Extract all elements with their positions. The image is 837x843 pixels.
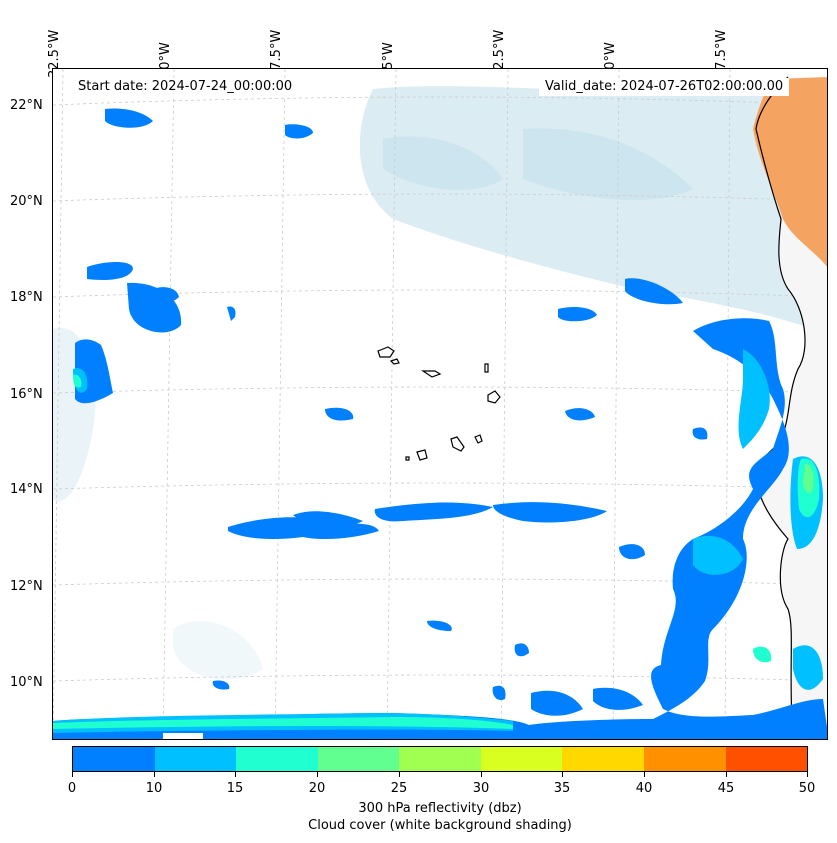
colorbar-tick-label: 50 — [798, 781, 816, 796]
colorbar-tick-label: 35 — [553, 781, 571, 796]
map-canvas — [53, 69, 827, 739]
lat-label-16n: 16°N — [10, 387, 43, 402]
colorbar-tick — [562, 772, 563, 777]
sahara-shading — [753, 77, 827, 267]
map-panel — [52, 68, 828, 740]
colorbar-segment-45-50 — [725, 747, 808, 771]
colorbar-tick — [807, 772, 808, 777]
colorbar-tick-label: 20 — [308, 781, 326, 796]
cape-verde-islands — [377, 346, 501, 461]
colorbar-tick-label: 30 — [472, 781, 490, 796]
colorbar-tick — [72, 772, 73, 777]
colorbar-tick — [481, 772, 482, 777]
colorbar-segment-0-10 — [73, 747, 155, 771]
colorbar — [72, 746, 808, 772]
colorbar-tick-label: 15 — [226, 781, 244, 796]
colorbar-tick-label: 0 — [67, 781, 77, 796]
colorbar-segment-20-25 — [317, 747, 400, 771]
colorbar-tick — [317, 772, 318, 777]
lat-label-22n: 22°N — [10, 98, 43, 113]
colorbar-segment-10-15 — [154, 747, 237, 771]
lat-label-20n: 20°N — [10, 194, 43, 209]
colorbar-tick-label: 40 — [635, 781, 653, 796]
colorbar-segment-15-20 — [236, 747, 318, 771]
colorbar-segment-25-30 — [399, 747, 481, 771]
colorbar-caption-line2: Cloud cover (white background shading) — [308, 818, 572, 833]
colorbar-tick — [644, 772, 645, 777]
lat-label-12n: 12°N — [10, 579, 43, 594]
colorbar-tick-label: 10 — [145, 781, 163, 796]
colorbar-segment-35-40 — [562, 747, 644, 771]
valid-date-label: Valid_date: 2024-07-26T02:00:00.00 — [539, 78, 790, 96]
colorbar-tick — [726, 772, 727, 777]
colorbar-tick-label: 45 — [717, 781, 735, 796]
start-date-label: Start date: 2024-07-24_00:00:00 — [72, 78, 299, 96]
colorbar-tick — [235, 772, 236, 777]
cloud-cover-shading — [53, 86, 813, 680]
lat-label-14n: 14°N — [10, 482, 43, 497]
lat-label-18n: 18°N — [10, 290, 43, 305]
colorbar-caption-line1: 300 hPa reflectivity (dbz) — [358, 801, 522, 816]
colorbar-segment-30-35 — [480, 747, 563, 771]
coastline — [755, 76, 806, 739]
bottom-white-gap — [163, 733, 203, 739]
colorbar-tick-label: 25 — [390, 781, 408, 796]
colorbar-tick — [154, 772, 155, 777]
gridlines — [53, 69, 827, 739]
reflectivity-20-25 — [803, 463, 814, 494]
colorbar-segment-40-45 — [643, 747, 726, 771]
colorbar-tick — [399, 772, 400, 777]
lat-label-10n: 10°N — [10, 675, 43, 690]
